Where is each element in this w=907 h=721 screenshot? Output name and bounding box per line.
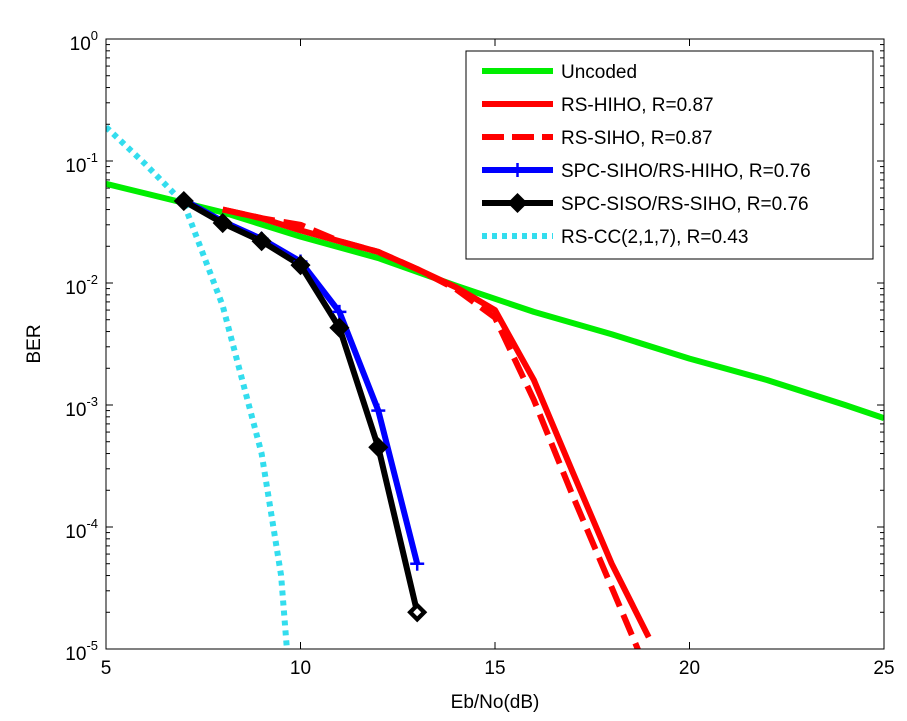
x-tick-labels: 5 10 15 20 25 <box>101 658 895 679</box>
series-line-5 <box>106 124 290 649</box>
y-tick-exponent: -5 <box>86 638 98 653</box>
legend: Uncoded RS-HIHO, R=0.87 RS-SIHO, R=0.87 SPC… <box>465 50 874 260</box>
x-axis-label: Eb/No(dB) <box>451 692 540 713</box>
legend-entry: RS-HIHO, R=0.87 <box>482 95 714 116</box>
axis-ticks <box>105 38 885 650</box>
legend-box <box>465 50 874 260</box>
legend-entry: RS-CC(2,1,7), R=0.43 <box>482 227 748 248</box>
y-axis-label: BER <box>24 324 45 363</box>
y-tick-label: 10-2 <box>65 272 98 299</box>
y-tick-exponent: -2 <box>86 272 98 287</box>
x-tick-label: 15 <box>484 658 505 679</box>
marker-4 <box>251 231 272 252</box>
legend-label: SPC-SISO/RS-SIHO, R=0.76 <box>561 194 809 215</box>
legend-entry: SPC-SISO/RS-SIHO, R=0.76 <box>482 192 809 215</box>
y-tick-base: 10 <box>70 34 91 55</box>
legend-entry: RS-SIHO, R=0.87 <box>482 128 713 149</box>
legend-label: RS-SIHO, R=0.87 <box>561 128 713 149</box>
marker-3 <box>371 403 386 418</box>
y-tick-exponent: 0 <box>91 28 98 43</box>
y-tick-exponent: -4 <box>86 516 98 531</box>
y-tick-base: 10 <box>65 400 86 421</box>
markers-layer <box>173 190 428 623</box>
y-tick-exponent: -1 <box>86 150 98 165</box>
y-tick-label: 10-4 <box>65 516 98 543</box>
y-tick-base: 10 <box>65 156 86 177</box>
legend-label: SPC-SIHO/RS-HIHO, R=0.76 <box>561 161 811 182</box>
marker-4 <box>212 212 233 234</box>
marker-4 <box>290 255 311 276</box>
legend-entry: SPC-SIHO/RS-HIHO, R=0.76 <box>482 161 811 182</box>
y-tick-base: 10 <box>65 644 86 665</box>
marker-3 <box>332 304 347 319</box>
diamond-inner <box>413 608 422 617</box>
plot-frame <box>105 38 885 650</box>
x-tick-label: 10 <box>290 658 311 679</box>
marker-4 <box>329 317 350 338</box>
legend-marker-3 <box>510 163 525 177</box>
x-tick-label: 20 <box>679 658 700 679</box>
x-tick-label: 5 <box>101 658 112 679</box>
legend-label: RS-HIHO, R=0.87 <box>561 95 714 116</box>
series-line-2 <box>222 206 642 649</box>
legend-entry: Uncoded <box>482 62 637 83</box>
legend-label: RS-CC(2,1,7), R=0.43 <box>561 227 748 248</box>
y-tick-exponent: -3 <box>86 394 98 409</box>
legend-label: Uncoded <box>561 62 637 83</box>
series-line-0 <box>106 180 884 422</box>
y-tick-base: 10 <box>65 522 86 543</box>
marker-3 <box>410 556 425 571</box>
y-tick-label: 10-1 <box>65 150 98 177</box>
y-tick-label: 10-3 <box>65 394 98 421</box>
x-tick-label: 25 <box>873 658 894 679</box>
marker-4 <box>173 190 194 212</box>
y-tick-label: 10-5 <box>65 638 98 665</box>
marker-4 <box>368 437 389 458</box>
y-tick-label: 100 <box>70 28 98 55</box>
y-tick-base: 10 <box>65 278 86 299</box>
legend-marker-4 <box>507 192 528 214</box>
